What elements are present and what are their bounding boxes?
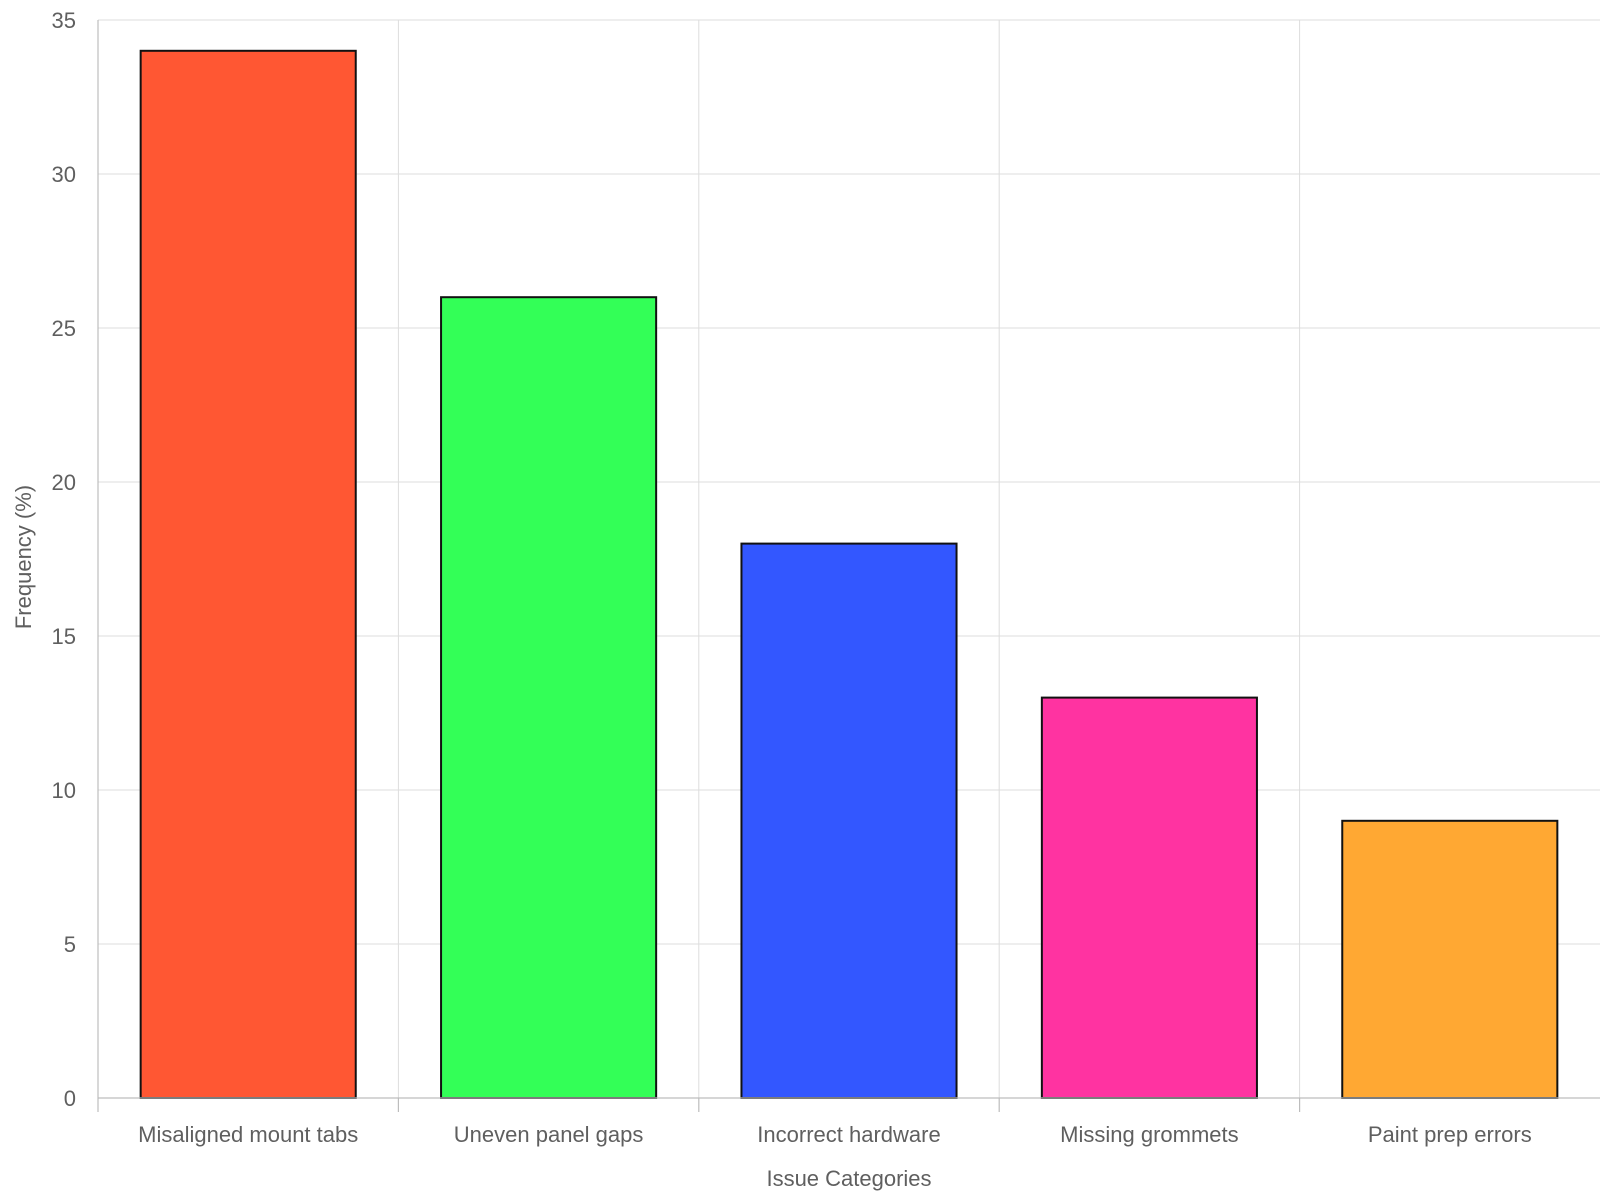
y-tick-label: 15 xyxy=(52,624,76,649)
y-tick-label: 5 xyxy=(64,932,76,957)
bar-uneven-panel-gaps xyxy=(440,296,658,1099)
y-tick-label: 10 xyxy=(52,778,76,803)
y-tick-label: 25 xyxy=(52,316,76,341)
bar-incorrect-hardware xyxy=(740,542,958,1099)
x-tick-label: Incorrect hardware xyxy=(757,1122,940,1147)
y-axis-ticks: 0 5 10 15 20 25 30 35 xyxy=(52,8,76,1111)
x-axis-title: Issue Categories xyxy=(766,1166,931,1191)
y-tick-label: 35 xyxy=(52,8,76,33)
x-tick-label: Uneven panel gaps xyxy=(454,1122,644,1147)
y-axis-title: Frequency (%) xyxy=(11,485,36,629)
y-tick-label: 20 xyxy=(52,470,76,495)
x-tick-label: Paint prep errors xyxy=(1368,1122,1532,1147)
x-axis-ticks: Misaligned mount tabs Uneven panel gaps In… xyxy=(138,1122,1532,1147)
bars xyxy=(139,49,1559,1099)
x-tick-label: Misaligned mount tabs xyxy=(138,1122,358,1147)
y-tick-label: 0 xyxy=(64,1086,76,1111)
y-tick-label: 30 xyxy=(52,162,76,187)
axes xyxy=(97,20,1600,1112)
bar-missing-grommets xyxy=(1040,696,1258,1099)
bar-misaligned-mount-tabs xyxy=(139,49,357,1099)
bar-paint-prep-errors xyxy=(1341,819,1559,1099)
x-tick-label: Missing grommets xyxy=(1060,1122,1238,1147)
